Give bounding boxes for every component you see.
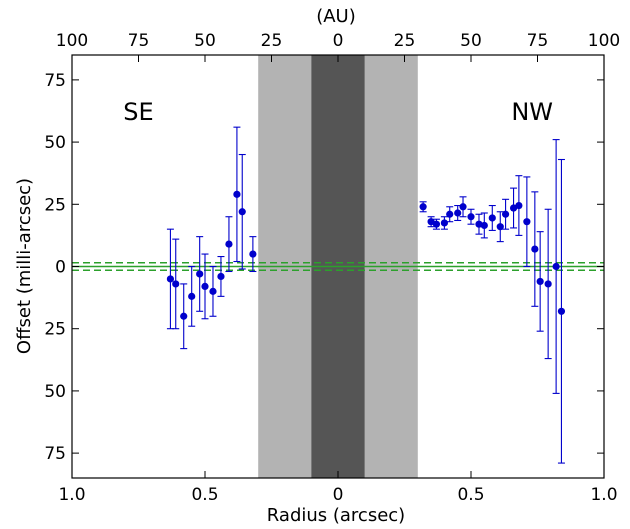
y-tick-label: 50: [44, 133, 66, 153]
x-tick-label: 1.0: [590, 485, 617, 505]
data-point: [420, 203, 427, 210]
data-point: [217, 273, 224, 280]
x-tick-label: 1.0: [58, 485, 85, 505]
data-point: [531, 245, 538, 252]
data-point: [515, 202, 522, 209]
data-point: [201, 283, 208, 290]
top-axis-label: (AU): [316, 6, 356, 27]
top-tick-label: 75: [527, 31, 549, 51]
data-point: [249, 250, 256, 257]
data-point: [502, 211, 509, 218]
top-tick-label: 50: [460, 31, 482, 51]
x-axis-label: Radius (arcsec): [267, 505, 405, 526]
top-tick-label: 25: [394, 31, 416, 51]
data-point: [481, 222, 488, 229]
data-point: [433, 221, 440, 228]
top-tick-label: 100: [56, 31, 88, 51]
data-point: [454, 209, 461, 216]
data-point: [446, 211, 453, 218]
y-tick-label: 0: [55, 258, 66, 278]
data-point: [558, 308, 565, 315]
data-point: [523, 218, 530, 225]
data-point: [239, 208, 246, 215]
data-point: [196, 270, 203, 277]
x-tick-label: 0: [333, 485, 344, 505]
top-tick-label: 50: [194, 31, 216, 51]
data-point: [489, 214, 496, 221]
x-tick-label: 0.5: [457, 485, 484, 505]
data-point: [188, 293, 195, 300]
data-point: [172, 280, 179, 287]
x-tick-label: 0.5: [191, 485, 218, 505]
top-tick-label: 100: [588, 31, 620, 51]
data-point: [233, 191, 240, 198]
data-point: [497, 223, 504, 230]
y-tick-label: 25: [44, 320, 66, 340]
data-point: [441, 219, 448, 226]
data-point: [467, 213, 474, 220]
y-tick-label: 75: [44, 71, 66, 91]
data-point: [225, 241, 232, 248]
y-tick-label: 75: [44, 444, 66, 464]
data-point: [553, 263, 560, 270]
y-tick-label: 25: [44, 195, 66, 215]
data-point: [209, 288, 216, 295]
data-point: [167, 275, 174, 282]
data-point: [459, 203, 466, 210]
y-tick-label: 50: [44, 382, 66, 402]
data-point: [180, 313, 187, 320]
annotation-nw: NW: [511, 98, 553, 126]
data-point: [545, 280, 552, 287]
y-axis-label: Offset (milli-arcsec): [14, 178, 35, 354]
annotation-se: SE: [123, 98, 153, 126]
top-tick-label: 0: [333, 31, 344, 51]
top-tick-label: 25: [261, 31, 283, 51]
top-tick-label: 75: [128, 31, 150, 51]
data-point: [537, 278, 544, 285]
